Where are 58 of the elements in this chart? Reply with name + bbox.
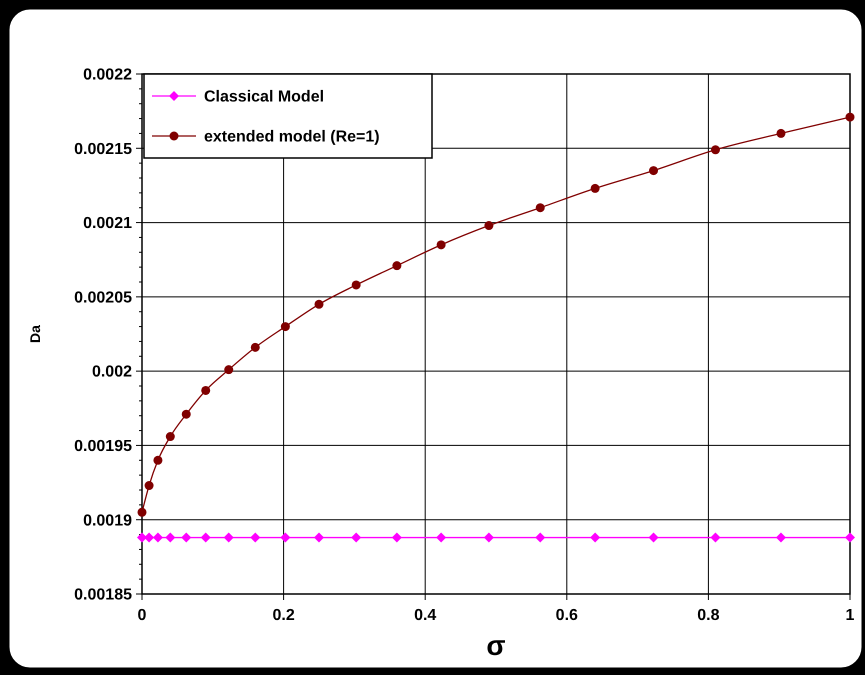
point (250, 532, 260, 543)
x-tick-label: 0 (138, 607, 147, 624)
point (436, 532, 446, 543)
x-axis-title: σ (486, 630, 506, 661)
point (351, 532, 362, 543)
point (536, 203, 545, 212)
point (535, 532, 546, 543)
point (280, 532, 290, 543)
point (152, 532, 163, 543)
point (224, 532, 234, 543)
point (314, 532, 324, 543)
x-tick-label: 0.8 (697, 607, 720, 624)
point (392, 532, 402, 543)
point (846, 112, 854, 122)
point (710, 532, 720, 543)
point (153, 456, 162, 465)
x-tick-label: 1 (846, 607, 855, 624)
point (280, 322, 290, 332)
point (392, 261, 402, 270)
y-tick-label: 0.002 (92, 364, 132, 381)
point (224, 365, 234, 374)
point (352, 280, 361, 290)
y-tick-label: 0.00205 (74, 289, 132, 306)
point (590, 532, 600, 543)
point (710, 145, 720, 154)
point (484, 532, 494, 543)
point (200, 532, 211, 543)
point (166, 432, 175, 442)
point (314, 300, 324, 309)
y-axis-title: Da (27, 324, 43, 343)
point (250, 342, 260, 352)
y-tick-label: 0.0019 (83, 512, 132, 530)
legend-label: Classical Model (204, 88, 324, 106)
point (182, 410, 191, 419)
point (144, 532, 154, 543)
point (776, 128, 786, 138)
point (137, 532, 147, 543)
y-tick-label: 0.0021 (83, 215, 132, 232)
point (201, 386, 210, 395)
point (648, 532, 659, 543)
point (144, 481, 154, 490)
point (165, 532, 176, 543)
point (138, 508, 146, 517)
point (181, 532, 192, 543)
legend-label: extended model (Re=1) (204, 128, 380, 146)
point (484, 221, 494, 230)
y-tick-label: 0.00185 (74, 586, 132, 604)
point (845, 532, 855, 543)
point (436, 240, 446, 250)
y-tick-label: 0.0022 (83, 66, 132, 84)
point (649, 166, 658, 176)
y-tick-label: 0.00215 (74, 140, 132, 158)
y-tick-label: 0.00195 (74, 438, 132, 456)
point (590, 184, 600, 193)
point (776, 532, 786, 543)
x-tick-label: 0.2 (272, 607, 295, 624)
x-tick-label: 0.6 (556, 607, 578, 624)
x-tick-label: 0.4 (414, 607, 436, 624)
